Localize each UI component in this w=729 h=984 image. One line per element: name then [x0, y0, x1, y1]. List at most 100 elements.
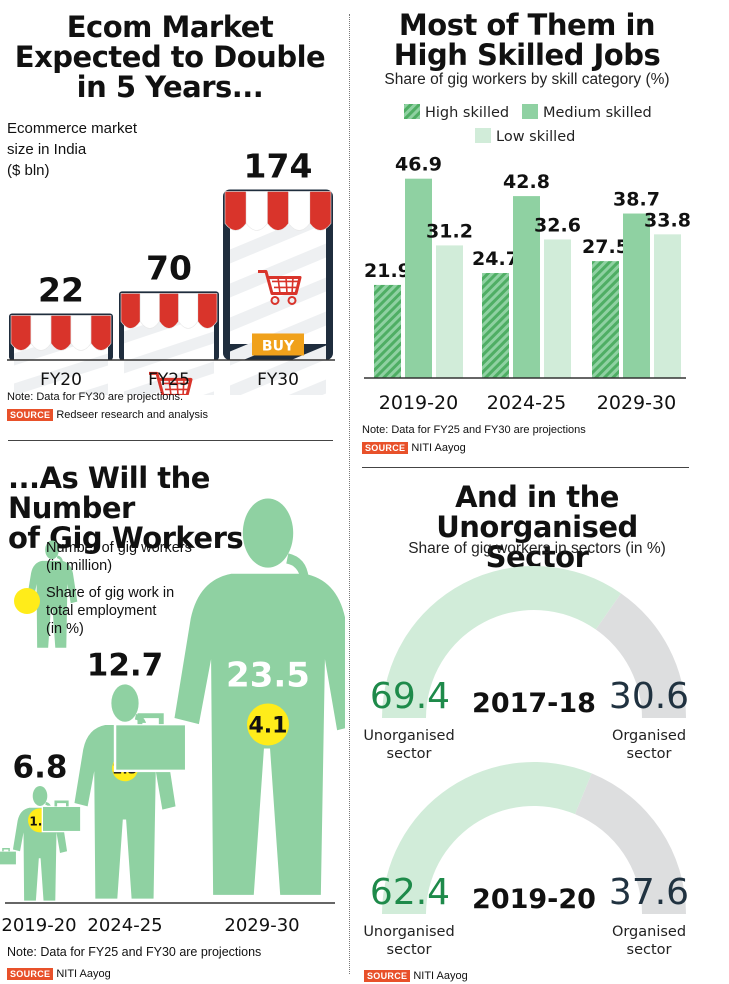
awning-stripe: [120, 293, 141, 329]
gauge-unorganised-2017-18: [382, 566, 622, 718]
ecom-stripe: [124, 331, 214, 374]
gauge-organised-2017-18: [595, 593, 686, 718]
gig-figure-2019-20: [12, 785, 68, 901]
briefcase-icon: [113, 722, 188, 773]
person-phone-arm: [286, 553, 309, 580]
ecom-value-label: 22: [38, 270, 84, 309]
gig-workers-value: 23.5: [226, 655, 310, 695]
gauge-organised-label: Organised: [612, 924, 686, 940]
ecom-category-label: FY30: [257, 370, 299, 390]
gauge-organised-label: Organised: [612, 728, 686, 744]
legend-workers-text: Number of gig workers (in million): [46, 540, 192, 574]
cart-body: [149, 371, 193, 395]
gig-chart: 6.81.32019-2012.72.32024-2523.54.12029-3…: [0, 498, 345, 936]
cart-icon: [258, 269, 302, 305]
awning-stripe: [197, 293, 218, 329]
skills-category-label: 2019-20: [379, 392, 458, 414]
skills-bar: [482, 273, 509, 378]
awning-stripe: [245, 191, 268, 231]
ecom-bar-FY20: [9, 313, 113, 395]
gig-share-value: 4.1: [249, 713, 288, 738]
gauge-unorganised-label: sector: [387, 746, 432, 762]
source-badge: SOURCE: [362, 442, 409, 454]
cart-wheel: [270, 295, 280, 305]
gig-figure-2029-30: [174, 498, 345, 895]
ecom-source: SOURCE Redseer research and analysis: [7, 405, 208, 423]
awning-stripe: [50, 315, 72, 351]
awning-stripe: [267, 191, 289, 231]
gauge-unorganised-2019-20: [382, 762, 592, 914]
awning-stripe: [178, 293, 199, 329]
skills-value-label: 27.5: [582, 236, 629, 258]
gig-category-label: 2019-20: [1, 915, 76, 936]
ecom-value-label: 174: [244, 146, 313, 185]
buy-label: BUY: [262, 338, 295, 354]
person-phone-arm: [56, 555, 63, 563]
source-badge: SOURCE: [7, 968, 54, 980]
gauge-unorganised-label: sector: [387, 942, 432, 958]
briefcase-handle: [2, 848, 10, 852]
gauge-organised-label: sector: [627, 746, 672, 762]
gauge-organised-label: sector: [627, 942, 672, 958]
cart-wheel: [287, 295, 297, 305]
ecom-stripe: [230, 243, 326, 298]
ecom-chart: 22 FY20 70 FY25 BUY 174 FY30: [7, 146, 335, 395]
skills-subtitle: Share of gig workers by skill category (…: [384, 71, 670, 88]
sector-chart: 2017-18 69.4 30.6 Unorganised sector Organise…: [363, 566, 689, 958]
gauge-unorganised-label: Unorganised: [363, 924, 454, 940]
skills-category-label: 2024-25: [487, 392, 566, 414]
gig-workers-value: 6.8: [13, 749, 68, 785]
source-badge: SOURCE: [7, 409, 54, 421]
legend-bubble-icon: [14, 588, 40, 614]
skills-value-label: 42.8: [503, 171, 550, 193]
gauge-organised-value: 30.6: [609, 676, 689, 717]
briefcase-icon: [41, 805, 82, 833]
skills-value-label: 21.9: [364, 260, 411, 282]
person-head: [45, 540, 59, 560]
skills-title: Most of Them in High Skilled Jobs: [393, 8, 661, 72]
legend-share-text: Share of gig work in total employment (i…: [46, 585, 175, 637]
gig-share-bubble: [247, 703, 289, 746]
skills-note: Note: Data for FY25 and FY30 are project…: [362, 424, 586, 436]
skills-value-label: 46.9: [395, 154, 442, 176]
legend-label: Medium skilled: [543, 105, 652, 121]
legend-label: High skilled: [425, 105, 509, 121]
skills-bar: [544, 239, 571, 378]
skills-bar: [592, 261, 619, 378]
briefcase-handle: [54, 800, 69, 807]
ecom-value-label: 70: [146, 248, 192, 287]
skills-bar: [436, 245, 463, 378]
ecom-subtitle: Ecommerce market size in India ($ bln): [7, 120, 138, 179]
cart-grid: [272, 277, 298, 294]
ecom-title: Ecom Market Expected to Double in 5 Year…: [14, 10, 326, 104]
awning-stripe: [139, 293, 160, 329]
skills-value-label: 33.8: [644, 209, 691, 231]
skills-bar: [374, 284, 401, 378]
awning-stripe: [70, 315, 92, 351]
awning-stripe: [309, 191, 332, 231]
person-head: [32, 785, 48, 806]
briefcase-icon: [0, 850, 17, 866]
person-head: [111, 684, 139, 722]
legend-swatch-2: [475, 128, 491, 143]
skills-bar: [405, 178, 432, 378]
divider-right: [362, 467, 689, 468]
skills-category-label: 2029-30: [597, 392, 676, 414]
skills-value-label: 31.2: [426, 220, 473, 242]
skills-panel: Most of Them in High Skilled Jobs Share …: [352, 0, 729, 460]
gauge-year-label: 2017-18: [472, 688, 596, 719]
ecom-stripe: [288, 379, 326, 395]
divider-left: [8, 440, 333, 441]
gauge-organised-value: 37.6: [609, 872, 689, 913]
skills-value-label: 38.7: [613, 189, 660, 211]
gig-category-label: 2029-30: [224, 915, 299, 936]
ecom-stripe: [203, 391, 214, 395]
briefcase-handle: [137, 713, 164, 725]
cart-icon: [149, 371, 193, 395]
awning-stripe: [159, 293, 179, 329]
buy-button: [252, 333, 304, 356]
cart-grid: [163, 379, 189, 395]
ecom-stripe: [230, 345, 326, 395]
gauge-year-label: 2019-20: [472, 884, 596, 915]
legend-person-icon: [26, 540, 78, 648]
